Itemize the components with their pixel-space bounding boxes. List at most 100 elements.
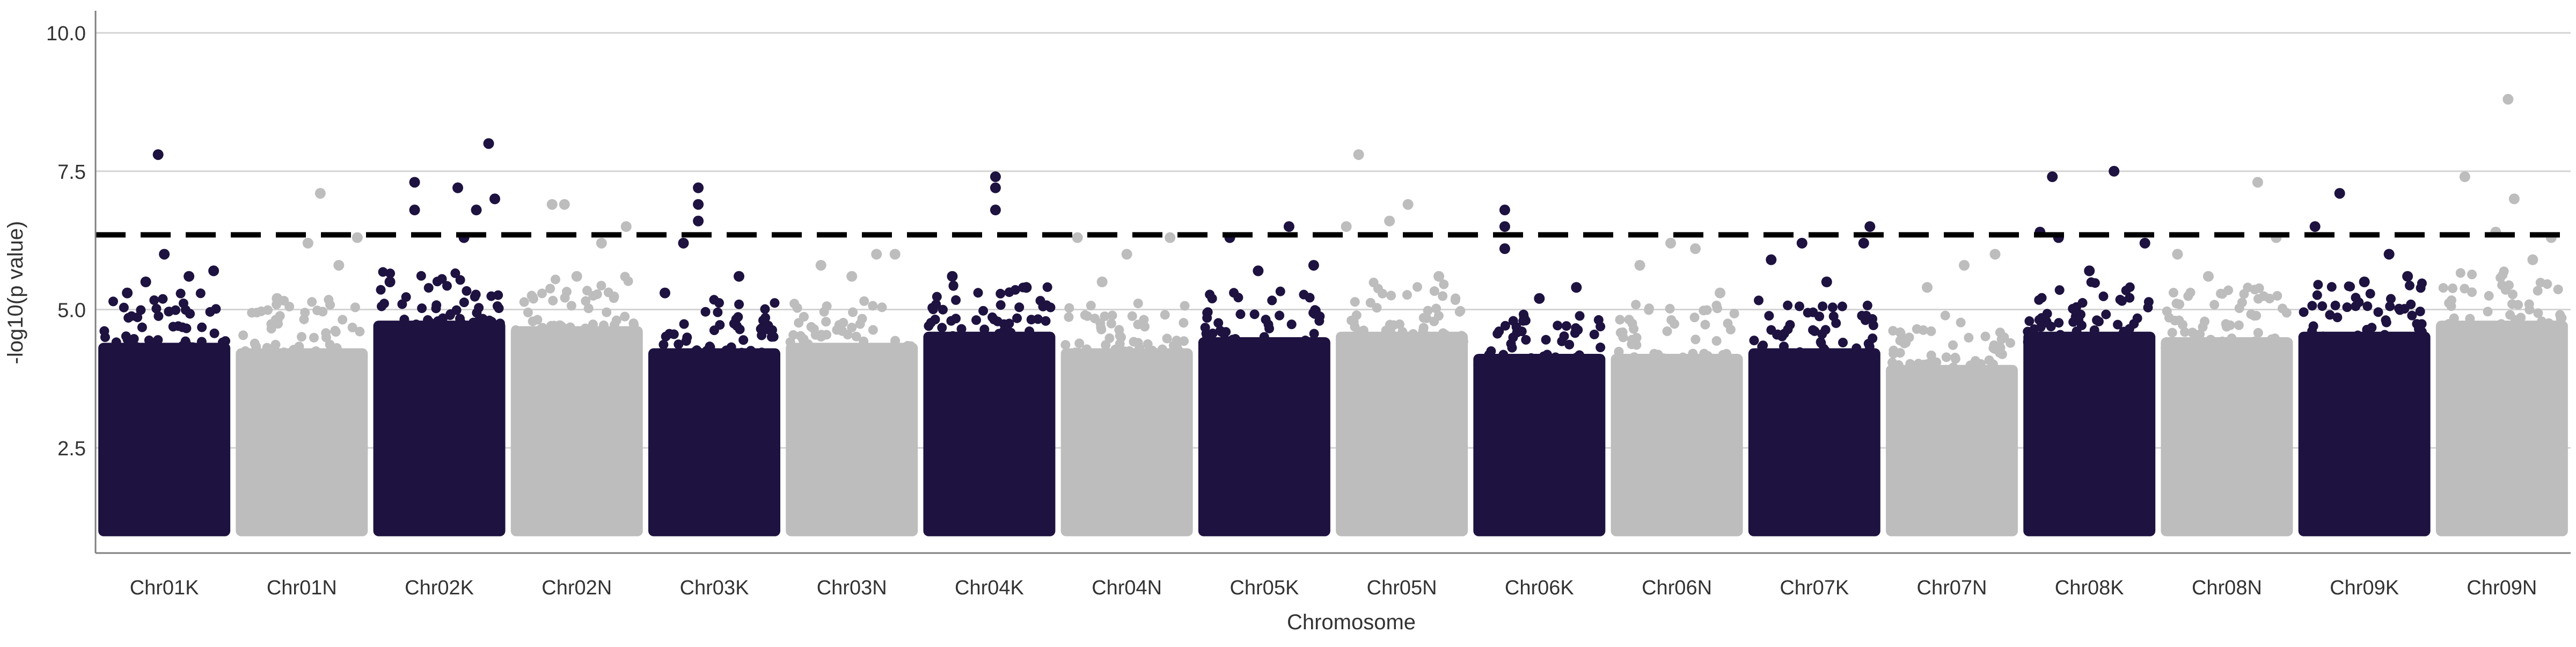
snp-point [532, 315, 543, 325]
snp-point [2326, 282, 2337, 292]
snp-point [1458, 337, 1468, 347]
snp-point [1890, 369, 1900, 380]
snp-point [1772, 350, 1782, 360]
snp-point [119, 302, 129, 312]
snp-point [266, 319, 276, 329]
snp-point [111, 337, 121, 347]
grid-layer [96, 32, 2571, 449]
y-tick-label: 5.0 [57, 300, 86, 322]
snp-point [474, 303, 484, 313]
snp-point [2467, 270, 2477, 280]
snp-point [859, 296, 869, 306]
snp-point [1837, 301, 1847, 311]
snp-point [2259, 291, 2269, 301]
y-tick-label: 10.0 [46, 23, 86, 45]
snp-point [2467, 287, 2477, 297]
snp-point [565, 332, 575, 343]
snp-point [519, 297, 529, 307]
snp-point [1708, 359, 1718, 369]
snp-point [158, 294, 168, 304]
snp-point [185, 309, 195, 319]
snp-point [2119, 326, 2129, 337]
snp-point [494, 303, 504, 314]
chromosome-group-chr02n [510, 199, 643, 536]
snp-point [925, 338, 935, 348]
snp-point [869, 346, 879, 356]
snp-point [1144, 354, 1154, 364]
snp-point [1168, 340, 1179, 351]
snp-point [700, 307, 711, 317]
snp-point [247, 308, 257, 318]
snp-point [979, 324, 990, 335]
snp-point [598, 320, 609, 330]
snp-point-peak [1534, 293, 1545, 304]
snp-point [1987, 371, 1997, 381]
snp-point [2171, 299, 2182, 309]
snp-point [1081, 354, 1092, 364]
snp-point [2451, 326, 2462, 337]
snp-point [2101, 309, 2111, 319]
snp-point [2054, 285, 2065, 295]
snp-point [1395, 338, 1405, 348]
dense-points-band [1060, 348, 1193, 536]
x-tick-label: Chr07N [1917, 577, 1987, 599]
snp-point [2243, 282, 2253, 293]
snp-point [1966, 363, 1977, 373]
snp-point [470, 292, 480, 302]
dense-points-band [2023, 331, 2156, 536]
snp-point [2034, 315, 2044, 325]
snp-point [2399, 304, 2410, 314]
snp-point [996, 288, 1006, 299]
snp-point [1559, 331, 1569, 341]
snp-point [609, 292, 619, 302]
snp-point [251, 341, 261, 352]
snp-point [1947, 366, 1957, 376]
snp-point [1402, 290, 1412, 300]
snp-point [1629, 324, 1639, 334]
snp-point [799, 311, 809, 322]
chromosome-group-chr07k [1748, 221, 1880, 536]
snp-point [450, 268, 460, 278]
snp-point [456, 318, 466, 328]
snp-point [566, 301, 576, 311]
axis-layer: Chr01K Chr01N Chr02K Chr02N Chr03K Chr03N Chr0… [46, 11, 2571, 599]
snp-point [1683, 360, 1693, 370]
snp-point [1275, 286, 1285, 296]
snp-point [380, 324, 391, 335]
snp-point [1553, 321, 1563, 331]
snp-point [715, 320, 725, 330]
snp-point [1589, 329, 1599, 339]
snp-point [1868, 320, 1878, 330]
snp-point [1498, 350, 1509, 360]
snp-point-peak [1283, 221, 1294, 232]
snp-point [1473, 360, 1483, 370]
snp-point [1700, 319, 1710, 330]
snp-point [956, 324, 967, 334]
snp-point [195, 288, 206, 299]
snp-point [2121, 286, 2131, 296]
snp-point [2098, 336, 2108, 346]
chromosome-group-chr09n [2435, 93, 2568, 536]
snp-point-peak [1021, 282, 1032, 293]
snp-point [1309, 329, 1319, 339]
snp-point [1100, 311, 1110, 322]
dense-points-band [2298, 331, 2431, 536]
snp-point [1064, 303, 1074, 313]
snp-point [1235, 309, 1246, 319]
snp-point [822, 301, 832, 311]
snp-point [2345, 281, 2355, 292]
snp-point [1512, 328, 1522, 338]
snp-point [951, 295, 961, 305]
snp-point-peak [1989, 249, 2001, 260]
snp-point [2524, 304, 2535, 315]
snp-point-peak [571, 271, 582, 282]
x-tick-label: Chr06K [1505, 577, 1574, 599]
snp-point [2023, 326, 2033, 337]
snp-point [2007, 370, 2017, 381]
snp-point [1378, 288, 1388, 299]
snp-point-peak [1499, 205, 1510, 216]
snp-point [2036, 337, 2046, 347]
snp-point [2533, 286, 2543, 296]
snp-point [1157, 347, 1167, 358]
snp-point [2180, 327, 2190, 337]
